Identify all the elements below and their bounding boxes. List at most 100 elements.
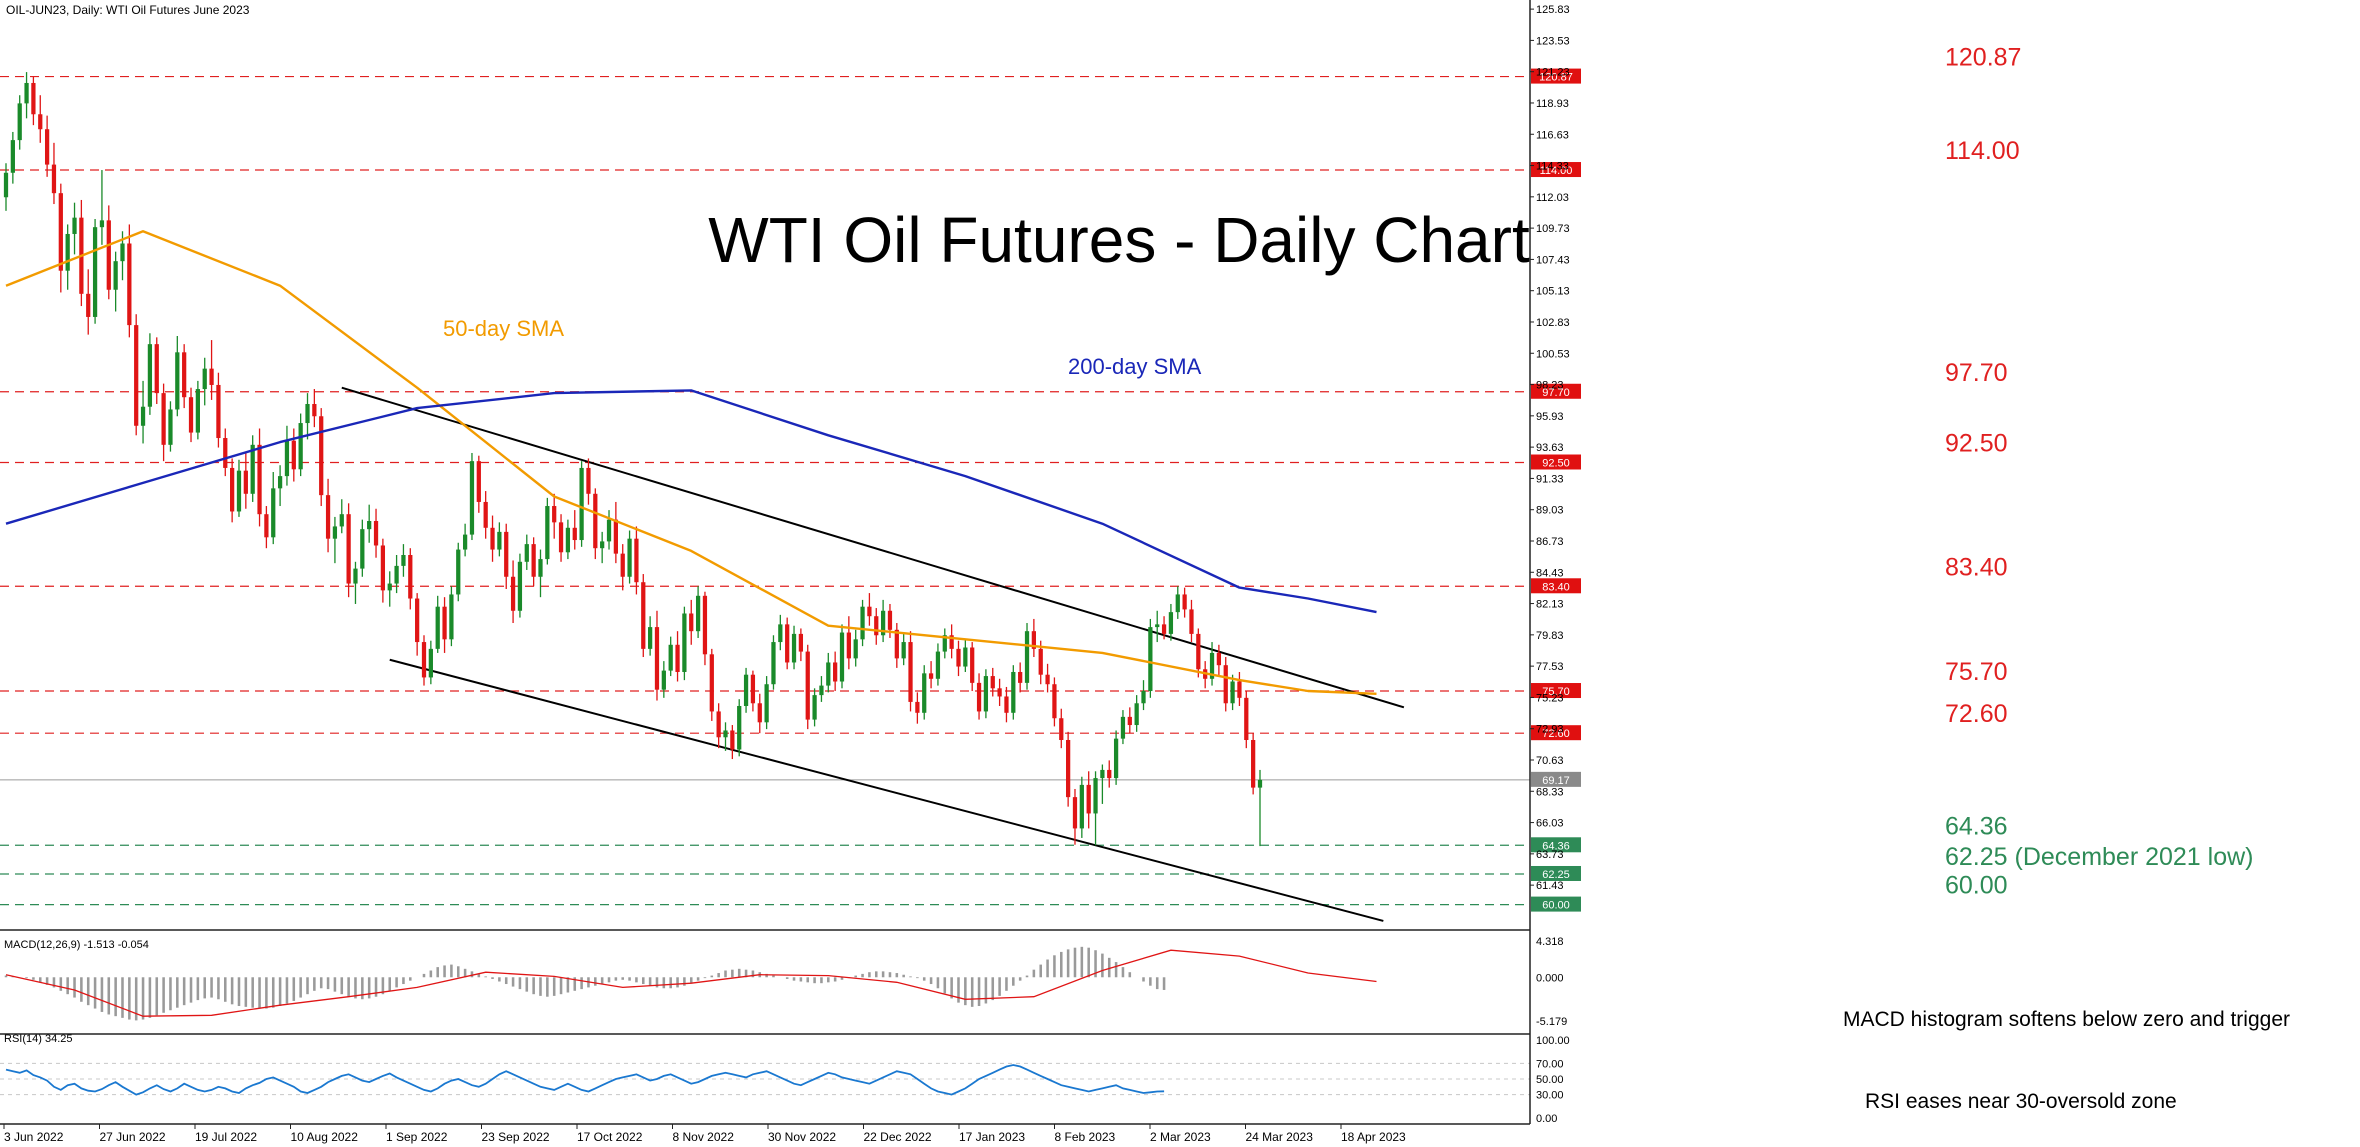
price-tick-label: 118.93: [1536, 98, 1569, 110]
candle-body: [209, 368, 214, 385]
candle-body: [634, 538, 639, 583]
candle-body: [778, 624, 783, 643]
candle-body: [284, 440, 290, 477]
candle-body: [894, 629, 899, 659]
level-axis-tag-label: 83.40: [1542, 581, 1570, 593]
level-label: 72.60: [1945, 700, 2008, 728]
candle-body: [298, 423, 303, 470]
sma200-line: [5, 389, 1377, 614]
candle-body: [853, 639, 858, 659]
candle-body: [1251, 740, 1256, 788]
candle-body: [915, 701, 920, 713]
candle-body: [702, 595, 708, 655]
candle-body: [1024, 631, 1030, 683]
candle-body: [606, 519, 612, 542]
level-axis-tag: [1531, 383, 1581, 399]
candle-body: [1045, 674, 1050, 685]
candle-body: [1257, 779, 1263, 788]
candle-body: [1086, 784, 1091, 814]
candle-body: [497, 531, 502, 550]
candle-body: [92, 227, 98, 317]
candle-body: [1216, 652, 1222, 666]
candle-body: [880, 610, 886, 636]
candle-body: [1223, 665, 1228, 704]
level-label: 60.00: [1945, 872, 2008, 900]
price-tick-label: 107.43: [1536, 254, 1570, 266]
candle-body: [908, 642, 913, 702]
candle-body: [154, 344, 159, 394]
candle-body: [182, 352, 187, 398]
candle-body: [558, 522, 564, 553]
candle-body: [771, 642, 776, 685]
candle-body: [1120, 716, 1126, 739]
candle-body: [531, 544, 536, 577]
x-axis-label: 10 Aug 2022: [291, 1130, 359, 1144]
candle-body: [147, 344, 153, 407]
rsi-tick-label: 50.00: [1536, 1074, 1564, 1086]
x-axis-label: 18 Apr 2023: [1341, 1130, 1406, 1144]
candle-body: [1052, 684, 1057, 719]
level-label: 75.70: [1945, 658, 2008, 686]
channel-lower-line: [389, 658, 1384, 922]
level-label: 92.50: [1945, 430, 2008, 458]
price-tick-label: 77.53: [1536, 661, 1564, 673]
macd-panel: [4, 946, 1377, 1021]
level-axis-tag-label: 72.60: [1542, 728, 1570, 740]
candle-body: [572, 527, 577, 541]
price-tick-label: 91.33: [1536, 473, 1564, 485]
level-axis-tag: [1531, 162, 1581, 178]
candle-body: [339, 514, 344, 527]
candle-body: [874, 616, 879, 636]
candle-body: [716, 711, 721, 738]
candle-body: [99, 220, 105, 228]
candle-body: [1018, 671, 1023, 683]
candle-body: [421, 642, 427, 678]
rsi-label: RSI(14) 34.25: [4, 1033, 72, 1045]
candle-body: [236, 470, 242, 512]
candle-body: [127, 243, 132, 326]
candle-body: [586, 467, 591, 494]
price-tick-label: 86.73: [1536, 536, 1564, 548]
candle-body: [449, 594, 454, 640]
candle-body: [730, 730, 735, 750]
candle-body: [654, 627, 660, 690]
price-tick-label: 93.63: [1536, 442, 1564, 454]
sma-layer: [5, 230, 1377, 695]
candle-body: [504, 531, 509, 577]
candle-body: [1209, 652, 1215, 679]
x-axis-label: 3 Jun 2022: [4, 1130, 64, 1144]
price-tick-label: 125.83: [1536, 4, 1570, 16]
candle-body: [593, 493, 598, 549]
candle-body: [579, 467, 584, 541]
candle-body: [1038, 648, 1043, 675]
level-axis-tag: [1531, 896, 1581, 912]
candle-body: [1072, 797, 1078, 829]
candle-body: [353, 568, 358, 584]
price-tick-label: 63.73: [1536, 849, 1564, 861]
price-tick-label: 61.43: [1536, 880, 1564, 892]
candle-body: [942, 635, 947, 652]
candle-body: [750, 674, 756, 704]
candle-body: [1230, 681, 1235, 704]
candle-body: [1161, 624, 1167, 634]
level-axis-tag-label: 92.50: [1542, 458, 1570, 470]
candle-body: [538, 559, 543, 577]
rsi-tick-label: 30.00: [1536, 1090, 1564, 1102]
x-axis-label: 17 Jan 2023: [959, 1130, 1025, 1144]
level-label: 64.36: [1945, 812, 2008, 840]
candle-body: [1189, 609, 1194, 634]
candle-body: [901, 642, 906, 659]
x-axis-label: 30 Nov 2022: [768, 1130, 836, 1144]
level-axis-tag: [1531, 578, 1581, 594]
level-axis-tag: [1531, 837, 1581, 853]
candle-body: [230, 467, 235, 512]
candle-body: [552, 506, 557, 523]
candle-body: [613, 519, 618, 554]
candle-body: [58, 193, 63, 271]
candle-body: [65, 233, 70, 271]
chart-title: WTI Oil Futures - Daily Chart: [708, 204, 1530, 276]
candle-body: [188, 397, 194, 433]
candle-body: [990, 676, 995, 689]
candle-body: [1175, 594, 1180, 613]
candle-body: [812, 695, 817, 720]
